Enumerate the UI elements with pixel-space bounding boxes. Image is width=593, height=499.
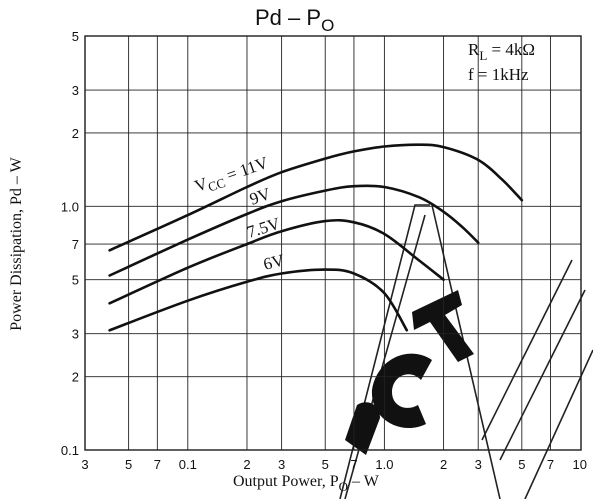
series-curves: [108, 143, 524, 332]
condition-frequency: f = 1kHz: [468, 65, 529, 84]
y-tick-label: 2: [72, 370, 79, 385]
y-tick-label: 1.0: [61, 199, 79, 214]
series-line-1: [108, 143, 524, 252]
y-tick-label: 3: [72, 327, 79, 342]
x-tick-label: 3: [81, 457, 88, 472]
x-tick-label: 0.1: [179, 457, 197, 472]
y-tick-label: 0.1: [61, 443, 79, 458]
grid: [84, 35, 582, 451]
chart-title: Pd – PO: [255, 5, 334, 35]
x-tick-label: 5: [518, 457, 525, 472]
series-line-2: [108, 184, 480, 277]
plot-frame: [84, 35, 582, 451]
x-tick-label: 7: [154, 457, 161, 472]
y-tick-label: 2: [72, 126, 79, 141]
x-tick-label: 10: [573, 457, 587, 472]
x-tick-label: 5: [322, 457, 329, 472]
series-label-7-5v: 7.5V: [245, 214, 283, 242]
series-line-4: [108, 268, 409, 332]
watermark-letters: [345, 290, 474, 455]
y-tick-label: 5: [72, 273, 79, 288]
y-tick-label: 7: [72, 237, 79, 252]
x-axis-label: Output Power, PO – W: [233, 473, 380, 494]
y-tick-label: 3: [72, 83, 79, 98]
x-tick-labels: 3 5 7 0.1 2 3 5 7 1.0 2 3 5 7 10: [81, 457, 587, 472]
y-tick-labels: 0.1 2 3 5 7 1.0 2 3 5: [61, 29, 79, 458]
condition-rl: RL = 4kΩ: [468, 40, 535, 63]
x-tick-label: 7: [547, 457, 554, 472]
x-tick-label: 3: [475, 457, 482, 472]
x-tick-label: 2: [243, 457, 250, 472]
y-axis-label: Power Dissipation, Pd – W: [8, 156, 25, 330]
y-tick-label: 5: [72, 29, 79, 44]
series-label-6v: 6V: [261, 250, 286, 274]
x-tick-label: 5: [125, 457, 132, 472]
series-line-3: [108, 218, 445, 305]
x-tick-label: 7: [350, 457, 357, 472]
x-tick-label: 2: [440, 457, 447, 472]
x-tick-label: 1.0: [375, 457, 393, 472]
x-tick-label: 3: [278, 457, 285, 472]
